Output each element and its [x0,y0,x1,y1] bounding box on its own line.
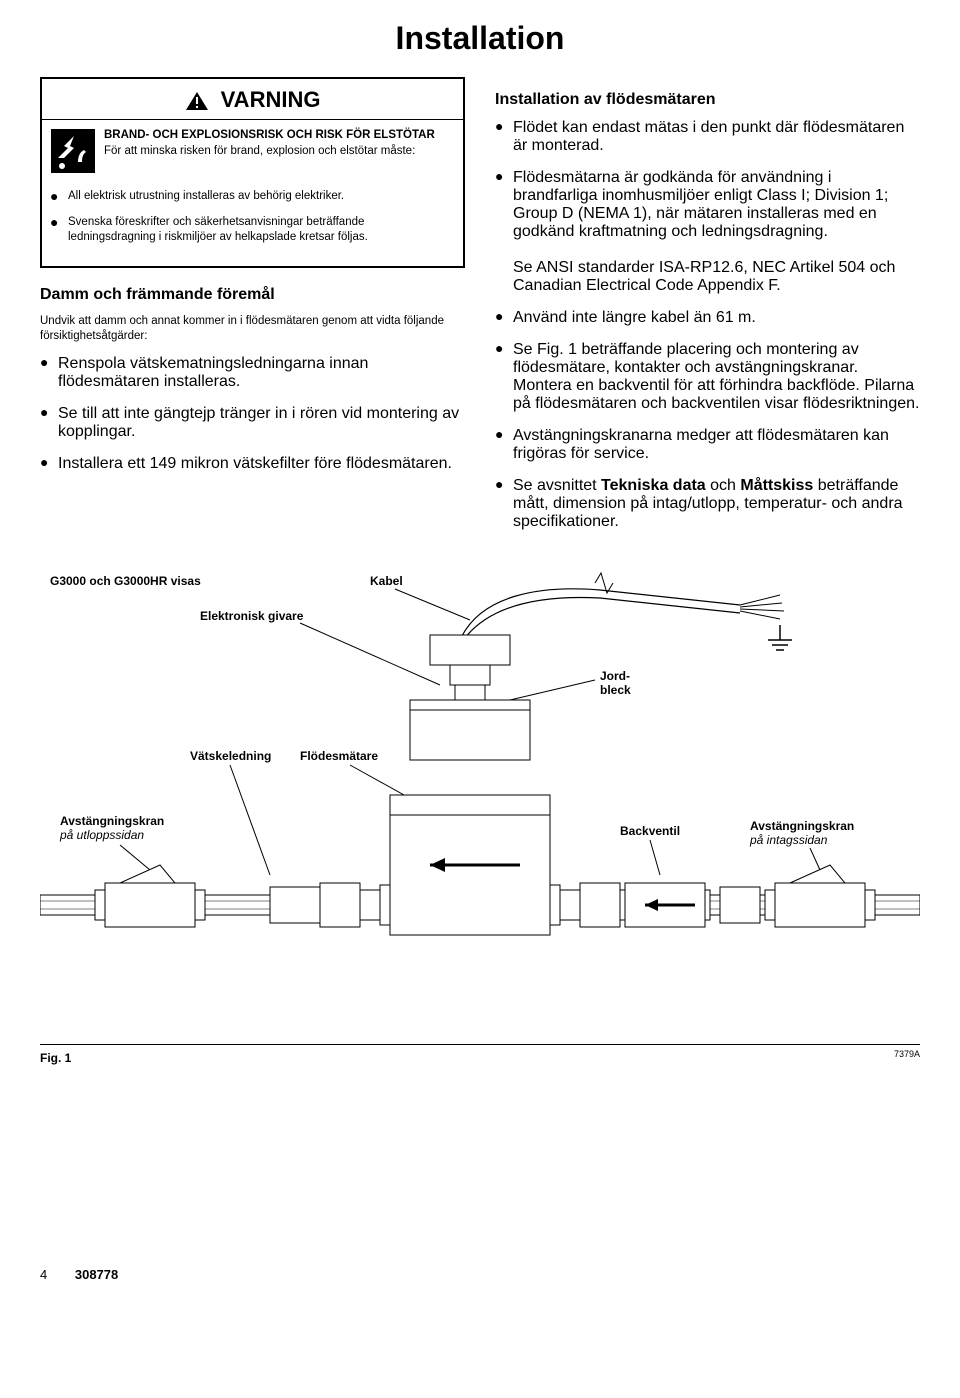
bullet-icon: ● [495,341,503,413]
debris-bullets: ● Renspola vätskematningsledningarna inn… [40,355,465,473]
warning-bullet-2: ● Svenska föreskrifter och säkerhetsanvi… [50,215,453,246]
bullet-icon: ● [495,309,503,327]
page-number: 4 [40,1267,47,1282]
bullet-icon: ● [40,455,48,473]
bullet-icon: ● [495,169,503,295]
section-heading-debris: Damm och främmande föremål [40,286,465,304]
label-valve-out-sub: på utloppssidan [59,828,144,842]
bullet-icon: ● [40,355,48,391]
warning-box: VARNING BRAND- OCH EXPLOSIONSRISK OCH RI… [40,77,465,268]
list-item: ● Flödet kan endast mätas i den punkt dä… [495,119,920,155]
label-model: G3000 och G3000HR visas [50,574,201,588]
label-meter: Flödesmätare [300,749,378,763]
list-item: ● Se Fig. 1 beträffande placering och mo… [495,341,920,413]
bullet-text: Installera ett 149 mikron vätskefilter f… [58,455,452,473]
check-valve [620,883,710,927]
two-column-layout: VARNING BRAND- OCH EXPLOSIONSRISK OCH RI… [40,77,920,545]
warning-subheading: BRAND- OCH EXPLOSIONSRISK OCH RISK FÖR E… [104,128,453,144]
shutoff-valve-in [765,865,875,927]
page-footer: 4 308778 [40,1267,920,1282]
bullet-icon: ● [495,477,503,531]
warning-header: VARNING [42,79,463,120]
list-item: ● Se avsnittet Tekniska data och Måttski… [495,477,920,531]
bullet-icon: ● [50,189,58,205]
list-item: ● Installera ett 149 mikron vätskefilter… [40,455,465,473]
flow-meter [380,795,560,935]
label-ground: Jord-bleck [600,669,631,697]
bullet-icon: ● [40,405,48,441]
bullet-text: Renspola vätskematningsledningarna innan… [58,355,465,391]
section-intro-debris: Undvik att damm och annat kommer in i fl… [40,314,465,345]
label-valve-in-sub: på intagssidan [749,833,828,847]
label-sensor: Elektronisk givare [200,609,304,623]
list-item: ● Använd inte längre kabel än 61 m. [495,309,920,327]
bullet-text: Se Fig. 1 beträffande placering och mont… [513,341,920,413]
list-item: ● Avstängningskranarna medger att flödes… [495,427,920,463]
install-bullets: ● Flödet kan endast mätas i den punkt dä… [495,119,920,531]
figure-number: 7379A [894,1049,920,1059]
bullet-icon: ● [50,215,58,246]
warning-body: BRAND- OCH EXPLOSIONSRISK OCH RISK FÖR E… [42,120,463,189]
list-item: ● Se till att inte gängtejp tränger in i… [40,405,465,441]
list-item: ● Renspola vätskematningsledningarna inn… [40,355,465,391]
warning-header-text: VARNING [221,87,321,112]
bullet-text: Flödesmätarna är godkända för användning… [513,169,920,295]
label-valve-in: Avstängningskran [750,819,854,833]
right-column: Installation av flödesmätaren ● Flödet k… [495,77,920,545]
alert-icon [185,91,209,111]
bullet-text: Se avsnittet Tekniska data och Måttskiss… [513,477,920,531]
cable-line [460,589,740,640]
shutoff-valve-out [95,865,205,927]
left-column: VARNING BRAND- OCH EXPLOSIONSRISK OCH RI… [40,77,465,545]
warning-text: BRAND- OCH EXPLOSIONSRISK OCH RISK FÖR E… [104,128,453,179]
label-cable: Kabel [370,574,403,588]
warning-bullets: ● All elektrisk utrustning installeras a… [42,189,463,266]
bullet-text: Se till att inte gängtejp tränger in i r… [58,405,465,441]
installation-diagram: G3000 och G3000HR visas Elektronisk giva… [40,565,920,1035]
label-checkvalve: Backventil [620,824,680,838]
figure-label: Fig. 1 [40,1051,71,1065]
bullet-text: Svenska föreskrifter och säkerhetsanvisn… [68,215,453,246]
label-fluidline: Vätskeledning [190,749,271,763]
bullet-text: Använd inte längre kabel än 61 m. [513,309,756,327]
bullet-text: All elektrisk utrustning installeras av … [68,189,344,205]
figure-1: G3000 och G3000HR visas Elektronisk giva… [40,565,920,1067]
bullet-text: Flödet kan endast mätas i den punkt där … [513,119,920,155]
bullet-icon: ● [495,427,503,463]
bullet-text: Avstängningskranarna medger att flödesmä… [513,427,920,463]
bullet-icon: ● [495,119,503,155]
page-title: Installation [40,20,920,57]
label-valve-out: Avstängningskran [60,814,164,828]
warning-bullet-1: ● All elektrisk utrustning installeras a… [50,189,453,205]
doc-number: 308778 [75,1267,118,1282]
list-item: ● Flödesmätarna är godkända för användni… [495,169,920,295]
warning-hazard-icon [50,128,96,179]
warning-intro: För att minska risken för brand, explosi… [104,144,453,160]
section-heading-install: Installation av flödesmätaren [495,91,920,109]
